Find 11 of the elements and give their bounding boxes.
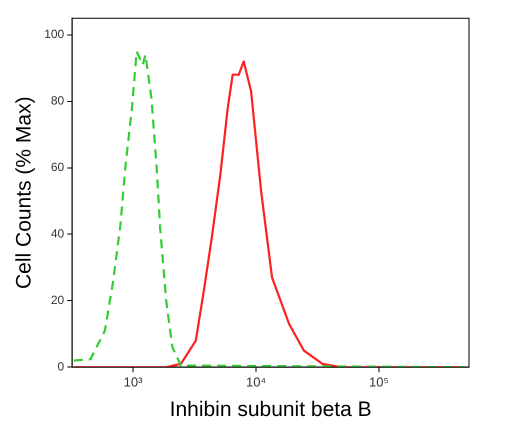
y-tick-label: 20 [50, 293, 65, 308]
y-tick-label: 60 [50, 160, 65, 174]
y-axis-title: Cell Counts (% Max) [12, 96, 36, 289]
x-tick-label: 10³ [124, 374, 144, 390]
y-tick-label: 40 [50, 226, 65, 241]
x-axis-title: Inhibin subunit beta B [170, 398, 372, 422]
y-tick-label: 80 [50, 94, 65, 108]
y-tick-label: 100 [44, 27, 65, 42]
x-tick-label: 10⁴ [246, 374, 266, 390]
x-tick-label: 10⁵ [369, 374, 389, 390]
y-tick-label: 0 [58, 360, 65, 374]
